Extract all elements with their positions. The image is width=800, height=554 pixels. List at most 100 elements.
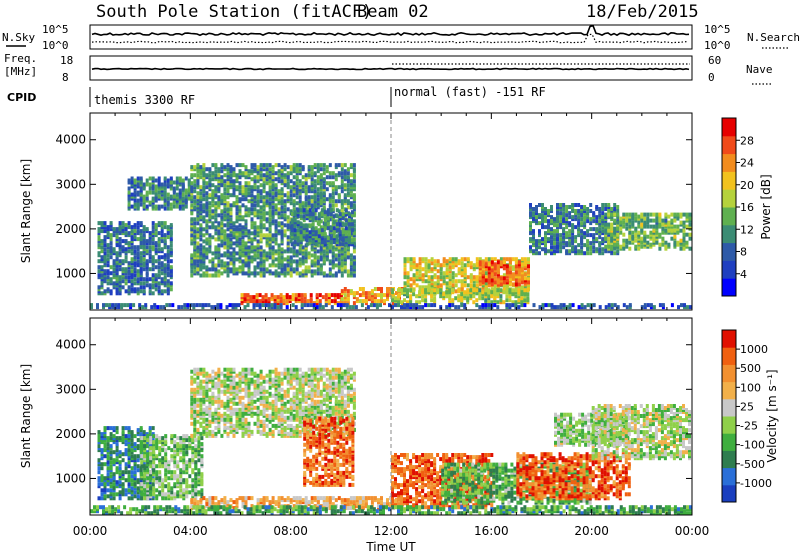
- data-cell: [232, 187, 236, 192]
- colorbar-tick-label: 20: [740, 179, 754, 192]
- data-cell: [136, 225, 140, 230]
- data-cell: [490, 260, 494, 265]
- data-cell: [202, 185, 206, 190]
- data-cell: [211, 209, 215, 214]
- data-cell: [325, 273, 329, 278]
- data-cell: [297, 293, 301, 298]
- data-cell: [133, 235, 137, 240]
- data-cell: [451, 288, 455, 293]
- data-cell: [293, 228, 297, 233]
- data-cell: [448, 288, 452, 293]
- data-cell: [118, 251, 122, 256]
- data-cell: [250, 245, 254, 250]
- data-cell: [309, 293, 313, 298]
- data-cell: [360, 303, 364, 308]
- data-cell: [139, 221, 143, 226]
- data-cell: [586, 211, 590, 216]
- data-cell: [226, 261, 230, 266]
- data-cell: [238, 251, 242, 256]
- data-cell: [127, 269, 131, 274]
- data-cell: [103, 221, 107, 226]
- data-cell: [211, 221, 215, 226]
- data-cell: [409, 294, 413, 299]
- data-cell: [280, 247, 284, 252]
- data-cell: [299, 222, 303, 227]
- data-cell: [616, 205, 620, 209]
- data-cell: [124, 470, 128, 475]
- data-cell: [142, 281, 146, 286]
- data-cell: [265, 167, 269, 172]
- data-cell: [493, 276, 497, 281]
- data-cell: [523, 298, 527, 303]
- data-cell: [598, 247, 602, 252]
- data-cell: [103, 462, 107, 467]
- data-cell: [145, 196, 149, 201]
- data-cell: [277, 211, 281, 216]
- data-cell: [655, 226, 659, 231]
- data-cell: [346, 289, 350, 294]
- data-cell: [352, 249, 356, 254]
- data-cell: [655, 212, 659, 217]
- data-cell: [223, 203, 227, 208]
- data-cell: [277, 271, 281, 276]
- data-cell: [114, 303, 118, 308]
- data-cell: [154, 178, 158, 183]
- data-cell: [283, 193, 287, 198]
- data-cell: [168, 303, 172, 308]
- data-cell: [562, 211, 566, 216]
- data-cell: [541, 203, 544, 207]
- data-cell: [139, 426, 143, 431]
- data-cell: [460, 303, 464, 308]
- data-cell: [352, 237, 356, 242]
- data-cell: [252, 295, 256, 300]
- data-cell: [175, 176, 179, 181]
- data-cell: [220, 243, 224, 248]
- data-cell: [256, 239, 260, 244]
- data-cell: [520, 280, 524, 285]
- data-cell: [169, 194, 173, 199]
- data-cell: [316, 271, 320, 276]
- data-cell: [508, 282, 512, 287]
- data-cell: [595, 247, 599, 252]
- data-cell: [154, 204, 158, 209]
- data-cell: [445, 290, 449, 295]
- data-cell: [232, 267, 236, 272]
- data-cell: [301, 165, 305, 170]
- data-cell: [241, 171, 245, 176]
- data-cell: [250, 237, 254, 242]
- data-cell: [109, 450, 113, 455]
- data-cell: [142, 430, 146, 435]
- data-cell: [253, 167, 257, 172]
- data-cell: [226, 233, 230, 238]
- data-cell: [463, 257, 467, 262]
- data-cell: [199, 237, 203, 242]
- data-cell: [106, 245, 110, 250]
- data-cell: [337, 257, 341, 262]
- data-cell: [238, 205, 242, 210]
- data-cell: [196, 233, 200, 238]
- data-cell: [220, 259, 224, 264]
- data-cell: [109, 281, 113, 286]
- data-cell: [118, 466, 122, 471]
- data-cell: [298, 271, 302, 276]
- data-cell: [175, 192, 179, 197]
- data-cell: [130, 235, 134, 240]
- data-cell: [475, 257, 479, 262]
- data-cell: [217, 263, 221, 268]
- data-cell: [373, 293, 377, 298]
- data-cell: [163, 176, 167, 181]
- data-cell: [324, 303, 328, 308]
- data-cell: [406, 303, 409, 308]
- data-cell: [317, 234, 321, 239]
- data-cell: [293, 218, 297, 223]
- data-cell: [511, 292, 515, 297]
- data-cell: [601, 237, 605, 242]
- data-cell: [310, 177, 314, 182]
- data-cell: [487, 278, 491, 283]
- data-cell: [241, 203, 245, 208]
- data-cell: [292, 203, 296, 208]
- data-cell: [352, 219, 356, 224]
- data-cell: [514, 260, 518, 265]
- data-cell: [205, 173, 209, 178]
